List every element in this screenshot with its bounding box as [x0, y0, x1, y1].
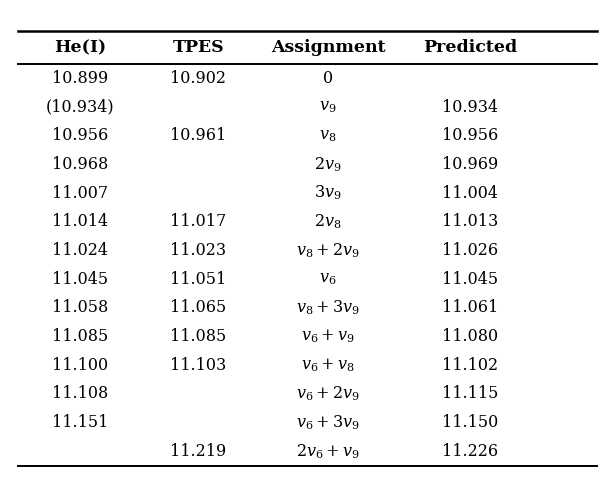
- Text: 11.045: 11.045: [52, 270, 108, 288]
- Text: 11.023: 11.023: [170, 242, 226, 259]
- Text: 11.061: 11.061: [442, 299, 498, 316]
- Text: 10.956: 10.956: [52, 127, 108, 144]
- Text: 0: 0: [323, 70, 333, 87]
- Text: $v_6$: $v_6$: [319, 271, 337, 287]
- Text: $2v_9$: $2v_9$: [314, 155, 342, 174]
- Text: (10.934): (10.934): [46, 99, 114, 116]
- Text: $v_9$: $v_9$: [319, 99, 337, 115]
- Text: 11.219: 11.219: [170, 443, 226, 460]
- Text: 10.956: 10.956: [442, 127, 498, 144]
- Text: $v_6 +v_9$: $v_6 +v_9$: [301, 328, 355, 345]
- Text: Predicted: Predicted: [423, 39, 517, 56]
- Text: 10.934: 10.934: [442, 99, 498, 116]
- Text: $v_6 + 2v_9$: $v_6 + 2v_9$: [296, 384, 360, 403]
- Text: 11.085: 11.085: [52, 328, 108, 345]
- Text: $v_6 +v_8$: $v_6 +v_8$: [301, 357, 355, 374]
- Text: 11.007: 11.007: [52, 185, 108, 202]
- Text: 11.013: 11.013: [442, 213, 498, 230]
- Text: 11.108: 11.108: [52, 385, 108, 402]
- Text: $v_6 + 3v_9$: $v_6 + 3v_9$: [296, 413, 360, 432]
- Text: 11.051: 11.051: [170, 270, 226, 288]
- Text: 11.058: 11.058: [52, 299, 108, 316]
- Text: TPES: TPES: [172, 39, 224, 56]
- Text: 11.115: 11.115: [442, 385, 498, 402]
- Text: $2v_8$: $2v_8$: [314, 213, 342, 231]
- Text: $3v_9$: $3v_9$: [314, 184, 342, 202]
- Text: 10.968: 10.968: [52, 156, 108, 173]
- Text: $2v_6 + v_9$: $2v_6 + v_9$: [296, 442, 360, 461]
- Text: 11.102: 11.102: [442, 357, 498, 374]
- Text: 11.103: 11.103: [170, 357, 226, 374]
- Text: 11.065: 11.065: [170, 299, 226, 316]
- Text: 10.899: 10.899: [52, 70, 108, 87]
- Text: 11.080: 11.080: [442, 328, 498, 345]
- Text: $v_8 + 2v_9$: $v_8 + 2v_9$: [296, 241, 360, 260]
- Text: 11.004: 11.004: [442, 185, 498, 202]
- Text: 10.969: 10.969: [442, 156, 498, 173]
- Text: 10.961: 10.961: [170, 127, 226, 144]
- Text: He(I): He(I): [54, 39, 106, 56]
- Text: $v_8$: $v_8$: [319, 128, 337, 143]
- Text: 11.150: 11.150: [442, 414, 498, 431]
- Text: 10.902: 10.902: [170, 70, 226, 87]
- Text: 11.045: 11.045: [442, 270, 498, 288]
- Text: 11.085: 11.085: [170, 328, 226, 345]
- Text: 11.026: 11.026: [442, 242, 498, 259]
- Text: 11.226: 11.226: [442, 443, 498, 460]
- Text: $v_8 + 3v_9$: $v_8 + 3v_9$: [296, 298, 360, 317]
- Text: 11.151: 11.151: [52, 414, 108, 431]
- Text: Assignment: Assignment: [271, 39, 386, 56]
- Text: 11.017: 11.017: [170, 213, 226, 230]
- Text: 11.014: 11.014: [52, 213, 108, 230]
- Text: 11.100: 11.100: [52, 357, 108, 374]
- Text: 11.024: 11.024: [52, 242, 108, 259]
